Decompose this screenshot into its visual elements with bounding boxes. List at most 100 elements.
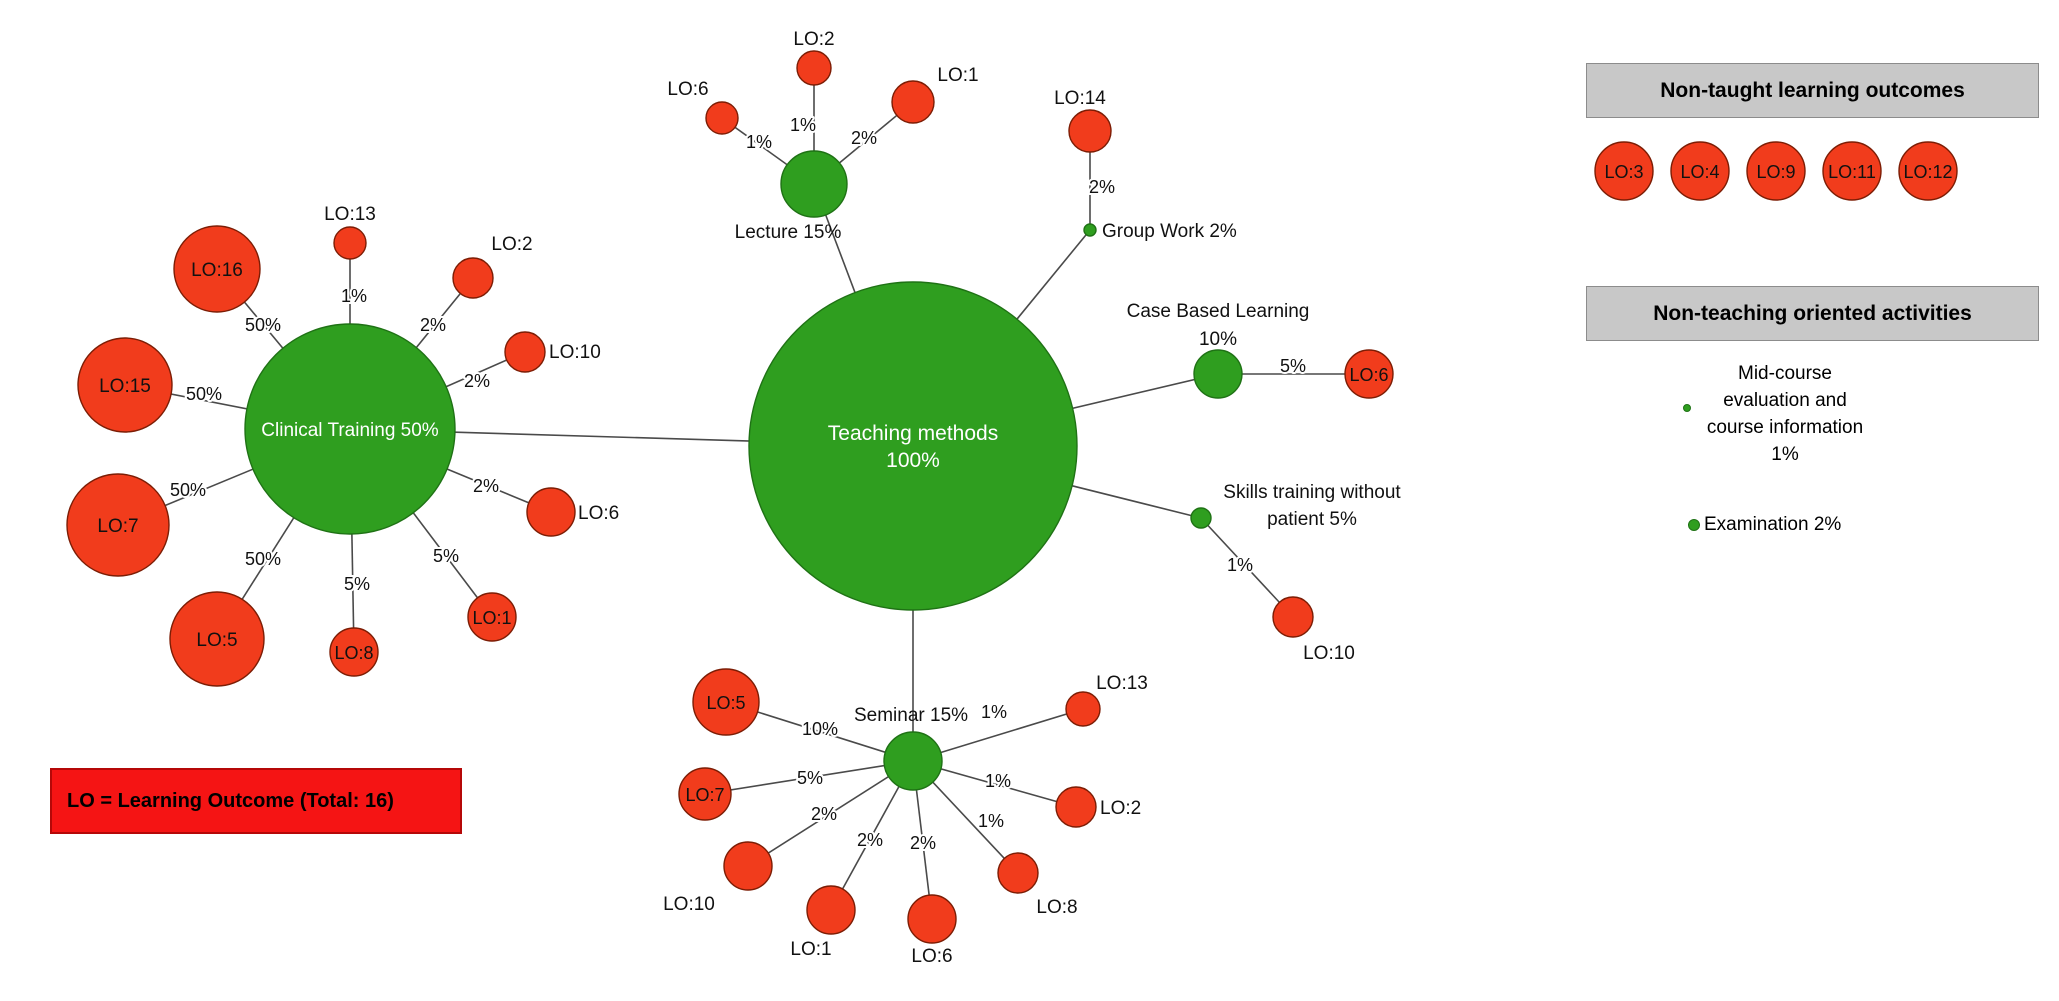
outcome-node-lo8s (997, 852, 1039, 894)
node-label-lo3: LO:3 (1604, 162, 1643, 182)
outcome-node-lo10s (1272, 596, 1314, 638)
node-label-lo13c: LO:13 (324, 204, 376, 225)
outcome-node-lo13c (333, 226, 367, 260)
node-label-skills: patient 5% (1267, 509, 1357, 530)
outcome-node-lo4 (1670, 141, 1730, 201)
outcome-node-lo3 (1594, 141, 1654, 201)
edge-label-seminar-lo7s: 5% (797, 768, 823, 788)
midcourse-line-3: course information (1706, 417, 1864, 438)
outcome-node-lo5s (692, 668, 760, 736)
outcome-node-lo1c (467, 592, 517, 642)
node-label-clinical: Clinical Training 50% (261, 420, 439, 441)
outcome-node-lo8c (329, 627, 379, 677)
outcome-node-lo6l (705, 101, 739, 135)
edge-label-groupwork-lo14: 2% (1089, 177, 1115, 197)
node-label-lo8s: LO:8 (1036, 897, 1077, 918)
edge-label-seminar-lo8s: 1% (978, 811, 1004, 831)
outcome-node-lo1l (891, 80, 935, 124)
node-label-lo10c: LO:10 (549, 342, 601, 363)
node-label-lo6cb: LO:6 (1349, 365, 1388, 385)
node-label-lo1s: LO:1 (790, 939, 831, 960)
edge-seminar-lo7s (704, 760, 914, 795)
node-label-teaching: 100% (886, 449, 940, 472)
midcourse-line-2: evaluation and (1723, 390, 1847, 411)
edge-label-seminar-lo1s: 2% (857, 830, 883, 850)
node-label-casebased: Case Based Learning (1127, 301, 1310, 322)
outcome-node-lo2s (1055, 786, 1097, 828)
outcome-node-lo10se (723, 841, 773, 891)
outcome-node-lo5c (169, 591, 265, 687)
outcome-node-lo2c (452, 257, 494, 299)
edge-label-clinical-lo6c: 2% (473, 476, 499, 496)
lo-abbreviation-note: LO = Learning Outcome (Total: 16) (50, 768, 462, 834)
edge-label-clinical-lo8c: 5% (344, 574, 370, 594)
node-label-casebased: 10% (1199, 329, 1237, 350)
node-label-lo7c: LO:7 (97, 516, 138, 537)
outcome-node-lo7s (678, 767, 732, 821)
edge-label-clinical-lo5c: 50% (245, 549, 281, 569)
edge-seminar-lo10se (747, 760, 914, 867)
outcome-node-lo6c (526, 487, 576, 537)
node-label-lo15: LO:15 (99, 376, 151, 397)
node-label-seminar: Seminar 15% (854, 705, 968, 726)
edge-label-lecture-lo2l: 1% (790, 115, 816, 135)
edge-label-seminar-lo2s: 1% (985, 771, 1011, 791)
node-label-lo2s: LO:2 (1100, 798, 1141, 819)
outcome-node-lo12 (1898, 141, 1958, 201)
node-label-lo13s: LO:13 (1096, 673, 1148, 694)
node-label-lo2c: LO:2 (491, 234, 532, 255)
method-node-lecture (780, 150, 848, 218)
edge-label-clinical-lo10c: 2% (464, 371, 490, 391)
edge-label-seminar-lo5s: 10% (802, 719, 838, 739)
edge-label-clinical-lo7c: 50% (170, 480, 206, 500)
midcourse-line-4: 1% (1771, 444, 1799, 465)
node-label-lo5c: LO:5 (196, 630, 237, 651)
legend-examination-entry: Examination 2% (1704, 514, 1842, 535)
node-label-lo10se: LO:10 (663, 894, 715, 915)
node-label-lo11: LO:11 (1828, 162, 1876, 182)
outcome-node-lo6s (907, 894, 957, 944)
outcome-node-lo7c (66, 473, 170, 577)
edge-label-seminar-lo13s: 1% (981, 702, 1007, 722)
node-labels: Teaching methods 100% Clinical Training 50… (97, 29, 1952, 967)
node-label-skills: Skills training without (1223, 482, 1401, 503)
node-label-lo6l: LO:6 (667, 79, 708, 100)
method-node-skills (1190, 507, 1212, 529)
node-label-lo2l: LO:2 (793, 29, 834, 50)
edge-label-clinical-lo16: 50% (245, 315, 281, 335)
edge-skills-lo10s (1200, 517, 1294, 618)
edge-label-skills-lo10s: 1% (1227, 555, 1253, 575)
node-label-lecture: Lecture 15% (735, 222, 842, 243)
node-label-lo16: LO:16 (191, 260, 243, 281)
legend-midcourse-entry: Mid-course evaluation and course informa… (1640, 360, 1930, 468)
node-label-lo5s: LO:5 (706, 693, 745, 713)
node-label-lo10s: LO:10 (1303, 643, 1355, 664)
node-label-lo8c: LO:8 (334, 643, 373, 663)
edge-label-lecture-lo6l: 1% (746, 132, 772, 152)
legend-header-non-taught: Non-taught learning outcomes (1586, 63, 2039, 118)
node-label-teaching: Teaching methods (828, 422, 998, 445)
method-node-clinical (244, 323, 456, 535)
node-label-lo1l: LO:1 (937, 65, 978, 86)
method-node-casebased (1193, 349, 1243, 399)
outcome-node-lo2l (796, 50, 832, 86)
method-node-teaching (748, 281, 1078, 611)
outcome-node-lo1s (806, 885, 856, 935)
edge-label-clinical-lo1c: 5% (433, 546, 459, 566)
outcome-node-lo10c (504, 331, 546, 373)
edge-label-seminar-lo10se: 2% (811, 804, 837, 824)
node-label-groupwork: Group Work 2% (1102, 221, 1237, 242)
outcome-node-lo14 (1068, 109, 1112, 153)
node-label-lo14: LO:14 (1054, 88, 1106, 109)
node-label-lo4: LO:4 (1680, 162, 1719, 182)
midcourse-line-1: Mid-course (1738, 363, 1832, 384)
edge-label-seminar-lo6s: 2% (910, 833, 936, 853)
node-label-lo7s: LO:7 (685, 785, 724, 805)
edge-label-clinical-lo15: 50% (186, 384, 222, 404)
method-node-seminar (883, 731, 943, 791)
nodes (66, 50, 1958, 944)
node-label-lo6c: LO:6 (578, 503, 619, 524)
outcome-node-lo11 (1822, 141, 1882, 201)
